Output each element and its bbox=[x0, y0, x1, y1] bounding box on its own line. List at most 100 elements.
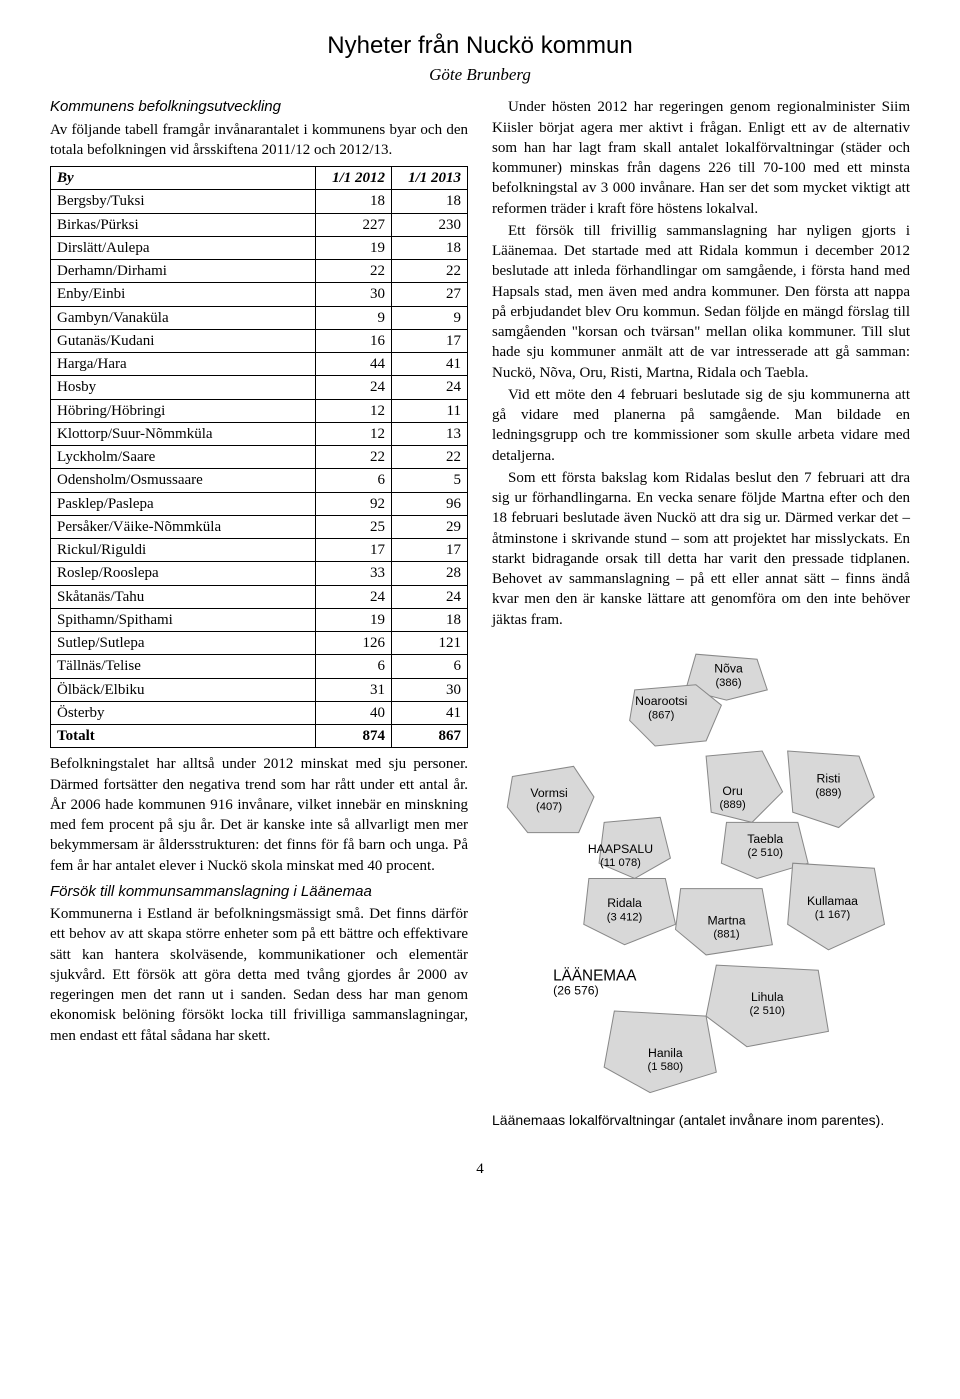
laanemaa-map: Nõva(386)Noarootsi(867)Vormsi(407)Oru(88… bbox=[492, 644, 910, 1103]
table-row: Derhamn/Dirhami2222 bbox=[51, 260, 468, 283]
table-cell-name: Bergsby/Tuksi bbox=[51, 190, 316, 213]
table-cell-2012: 18 bbox=[316, 190, 392, 213]
map-label-pop: (3 412) bbox=[607, 911, 643, 923]
table-cell-2012: 22 bbox=[316, 446, 392, 469]
table-cell-name: Lyckholm/Saare bbox=[51, 446, 316, 469]
left-heading-1: Kommunens befolkningsutveckling bbox=[50, 97, 468, 117]
right-para-1: Under hösten 2012 har regeringen genom r… bbox=[492, 97, 910, 219]
table-cell-name: Odensholm/Osmussaare bbox=[51, 469, 316, 492]
table-cell-name: Hosby bbox=[51, 376, 316, 399]
table-cell-2012: 12 bbox=[316, 422, 392, 445]
table-row: Skåtanäs/Tahu2424 bbox=[51, 585, 468, 608]
table-cell-2012: 40 bbox=[316, 701, 392, 724]
table-cell-2013: 121 bbox=[392, 632, 468, 655]
table-cell-2012: 6 bbox=[316, 655, 392, 678]
table-cell-name: Gutanäs/Kudani bbox=[51, 329, 316, 352]
table-header-2012: 1/1 2012 bbox=[316, 167, 392, 190]
table-row: Odensholm/Osmussaare65 bbox=[51, 469, 468, 492]
table-cell-2013: 9 bbox=[392, 306, 468, 329]
table-cell-name: Ölbäck/Elbiku bbox=[51, 678, 316, 701]
table-cell-2013: 22 bbox=[392, 446, 468, 469]
map-label: Ridala bbox=[607, 896, 642, 910]
table-cell-2012: 9 bbox=[316, 306, 392, 329]
table-cell-2013: 17 bbox=[392, 539, 468, 562]
right-para-4: Som ett första bakslag kom Ridalas beslu… bbox=[492, 468, 910, 630]
table-row: Tällnäs/Telise66 bbox=[51, 655, 468, 678]
right-column: Under hösten 2012 har regeringen genom r… bbox=[492, 97, 910, 1128]
table-total-2012: 874 bbox=[316, 725, 392, 748]
table-cell-2013: 13 bbox=[392, 422, 468, 445]
table-row: Hosby2424 bbox=[51, 376, 468, 399]
map-label: Martna bbox=[707, 913, 745, 927]
table-cell-2013: 18 bbox=[392, 236, 468, 259]
map-county-pop: (26 576) bbox=[553, 984, 599, 998]
right-para-2: Ett försök till frivillig sammanslagning… bbox=[492, 221, 910, 383]
table-cell-2013: 27 bbox=[392, 283, 468, 306]
map-label-pop: (11 078) bbox=[600, 857, 641, 869]
map-label: Oru bbox=[722, 784, 742, 798]
table-cell-2013: 22 bbox=[392, 260, 468, 283]
left-para-3: Kommunerna i Estland är befolkningsmässi… bbox=[50, 904, 468, 1046]
left-para-1: Av följande tabell framgår invånarantale… bbox=[50, 120, 468, 161]
map-caption: Läänemaas lokalförvaltningar (antalet in… bbox=[492, 1111, 910, 1129]
table-cell-2013: 18 bbox=[392, 190, 468, 213]
map-label: Risti bbox=[817, 771, 841, 785]
table-row: Höbring/Höbringi1211 bbox=[51, 399, 468, 422]
table-cell-2013: 41 bbox=[392, 701, 468, 724]
table-cell-2012: 25 bbox=[316, 515, 392, 538]
map-label-pop: (881) bbox=[713, 928, 739, 940]
map-label: Hanila bbox=[648, 1046, 683, 1060]
table-row: Sutlep/Sutlepa126121 bbox=[51, 632, 468, 655]
map-label: Noarootsi bbox=[635, 694, 687, 708]
table-cell-2013: 41 bbox=[392, 353, 468, 376]
map-label-pop: (889) bbox=[720, 799, 746, 811]
page-subtitle: Göte Brunberg bbox=[50, 64, 910, 87]
table-header-row: By 1/1 2012 1/1 2013 bbox=[51, 167, 468, 190]
table-row: Gutanäs/Kudani1617 bbox=[51, 329, 468, 352]
table-cell-name: Pasklep/Paslepa bbox=[51, 492, 316, 515]
table-row: Dirslätt/Aulepa1918 bbox=[51, 236, 468, 259]
table-total-label: Totalt bbox=[51, 725, 316, 748]
table-cell-2013: 18 bbox=[392, 608, 468, 631]
table-cell-name: Sutlep/Sutlepa bbox=[51, 632, 316, 655]
map-label-pop: (407) bbox=[536, 801, 562, 813]
table-row: Ölbäck/Elbiku3130 bbox=[51, 678, 468, 701]
map-label: Vormsi bbox=[530, 786, 567, 800]
table-row: Klottorp/Suur-Nõmmküla1213 bbox=[51, 422, 468, 445]
table-cell-name: Derhamn/Dirhami bbox=[51, 260, 316, 283]
table-header-2013: 1/1 2013 bbox=[392, 167, 468, 190]
table-cell-2012: 126 bbox=[316, 632, 392, 655]
table-cell-2013: 24 bbox=[392, 585, 468, 608]
map-label: Lihula bbox=[751, 990, 784, 1004]
table-cell-name: Roslep/Rooslepa bbox=[51, 562, 316, 585]
page-number: 4 bbox=[50, 1159, 910, 1179]
table-cell-2012: 12 bbox=[316, 399, 392, 422]
map-label-pop: (2 510) bbox=[747, 847, 783, 859]
table-cell-2012: 19 bbox=[316, 236, 392, 259]
table-cell-2013: 30 bbox=[392, 678, 468, 701]
table-cell-2012: 19 bbox=[316, 608, 392, 631]
table-cell-name: Enby/Einbi bbox=[51, 283, 316, 306]
table-total-2013: 867 bbox=[392, 725, 468, 748]
table-cell-2013: 17 bbox=[392, 329, 468, 352]
table-cell-2013: 230 bbox=[392, 213, 468, 236]
table-row: Österby4041 bbox=[51, 701, 468, 724]
left-para-2: Befolkningstalet har alltså under 2012 m… bbox=[50, 754, 468, 876]
map-label: Nõva bbox=[714, 661, 743, 675]
table-row: Enby/Einbi3027 bbox=[51, 283, 468, 306]
table-row: Pasklep/Paslepa9296 bbox=[51, 492, 468, 515]
map-label: Taebla bbox=[747, 832, 783, 846]
map-label-pop: (1 167) bbox=[815, 909, 851, 921]
table-cell-2012: 31 bbox=[316, 678, 392, 701]
map-region bbox=[706, 751, 782, 822]
table-cell-2012: 44 bbox=[316, 353, 392, 376]
table-row: Persåker/Väike-Nõmmküla2529 bbox=[51, 515, 468, 538]
map-label-pop: (2 510) bbox=[750, 1005, 786, 1017]
two-column-layout: Kommunens befolkningsutveckling Av följa… bbox=[50, 97, 910, 1128]
table-cell-2012: 33 bbox=[316, 562, 392, 585]
table-cell-2012: 16 bbox=[316, 329, 392, 352]
table-cell-name: Birkas/Pürksi bbox=[51, 213, 316, 236]
table-row: Bergsby/Tuksi1818 bbox=[51, 190, 468, 213]
table-cell-2013: 6 bbox=[392, 655, 468, 678]
table-cell-name: Höbring/Höbringi bbox=[51, 399, 316, 422]
